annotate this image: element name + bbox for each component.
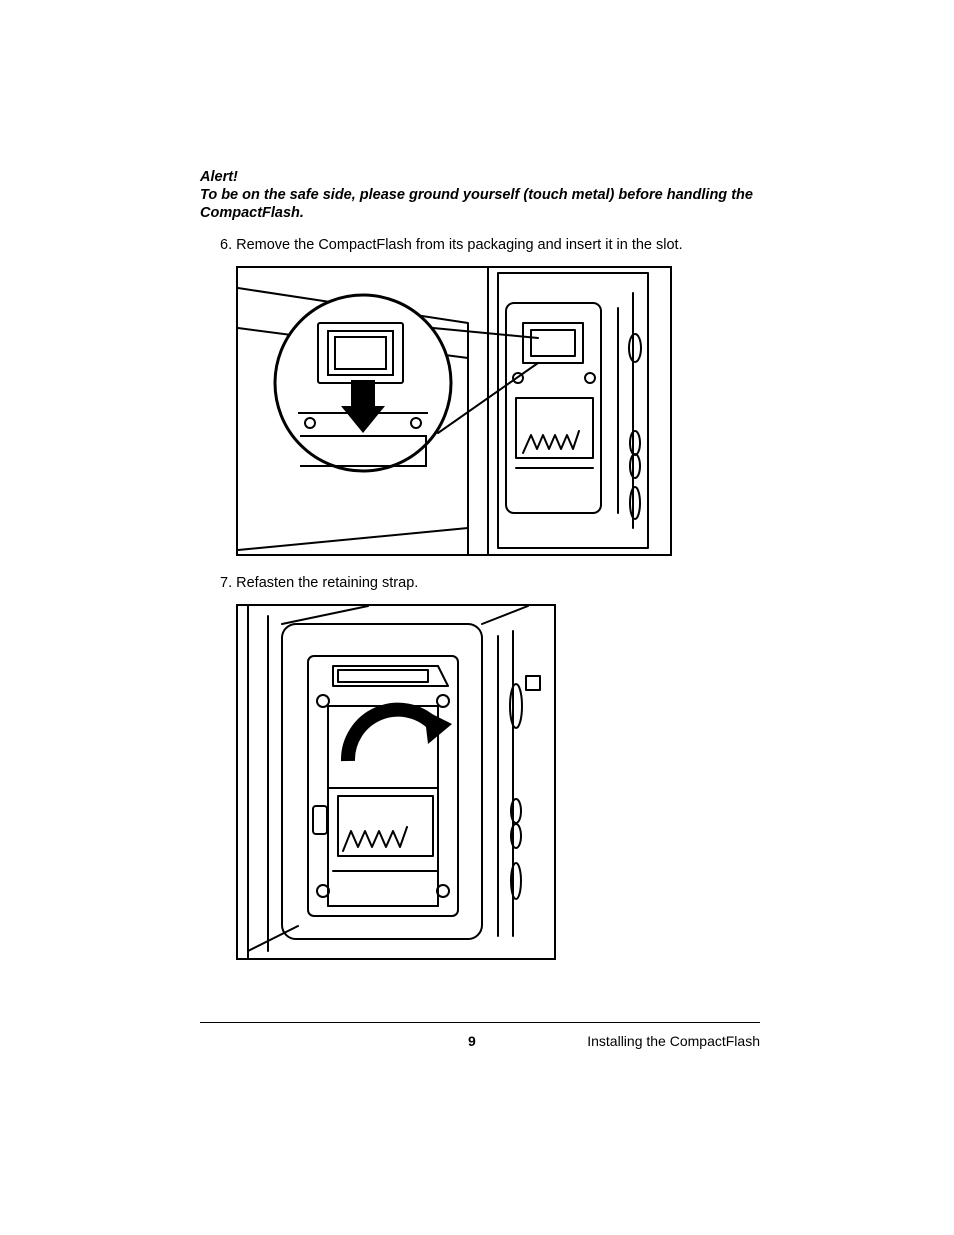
page: Alert! To be on the safe side, please gr… — [0, 0, 954, 1235]
step-6: 6. Remove the CompactFlash from its pack… — [220, 236, 760, 256]
footer: 9 Installing the CompactFlash — [200, 1022, 760, 1049]
figure-1-svg — [238, 268, 670, 554]
alert-heading: Alert! — [200, 169, 238, 185]
content-block: Alert! To be on the safe side, please gr… — [200, 168, 760, 978]
page-number: 9 — [468, 1033, 476, 1049]
step-number: 7. — [220, 575, 232, 591]
footer-rule — [200, 1022, 760, 1023]
step-text: Refasten the retaining strap. — [236, 575, 418, 591]
alert-block: Alert! To be on the safe side, please gr… — [200, 168, 760, 222]
step-number: 6. — [220, 237, 232, 253]
step-7: 7. Refasten the retaining strap. — [220, 574, 760, 594]
footer-title: Installing the CompactFlash — [587, 1033, 760, 1049]
figure-2-svg — [238, 606, 554, 958]
figure-1 — [236, 266, 672, 556]
step-text: Remove the CompactFlash from its packagi… — [236, 237, 682, 253]
figure-2 — [236, 604, 556, 960]
alert-body: To be on the safe side, please ground yo… — [200, 187, 753, 221]
footer-row: 9 Installing the CompactFlash — [200, 1033, 760, 1049]
